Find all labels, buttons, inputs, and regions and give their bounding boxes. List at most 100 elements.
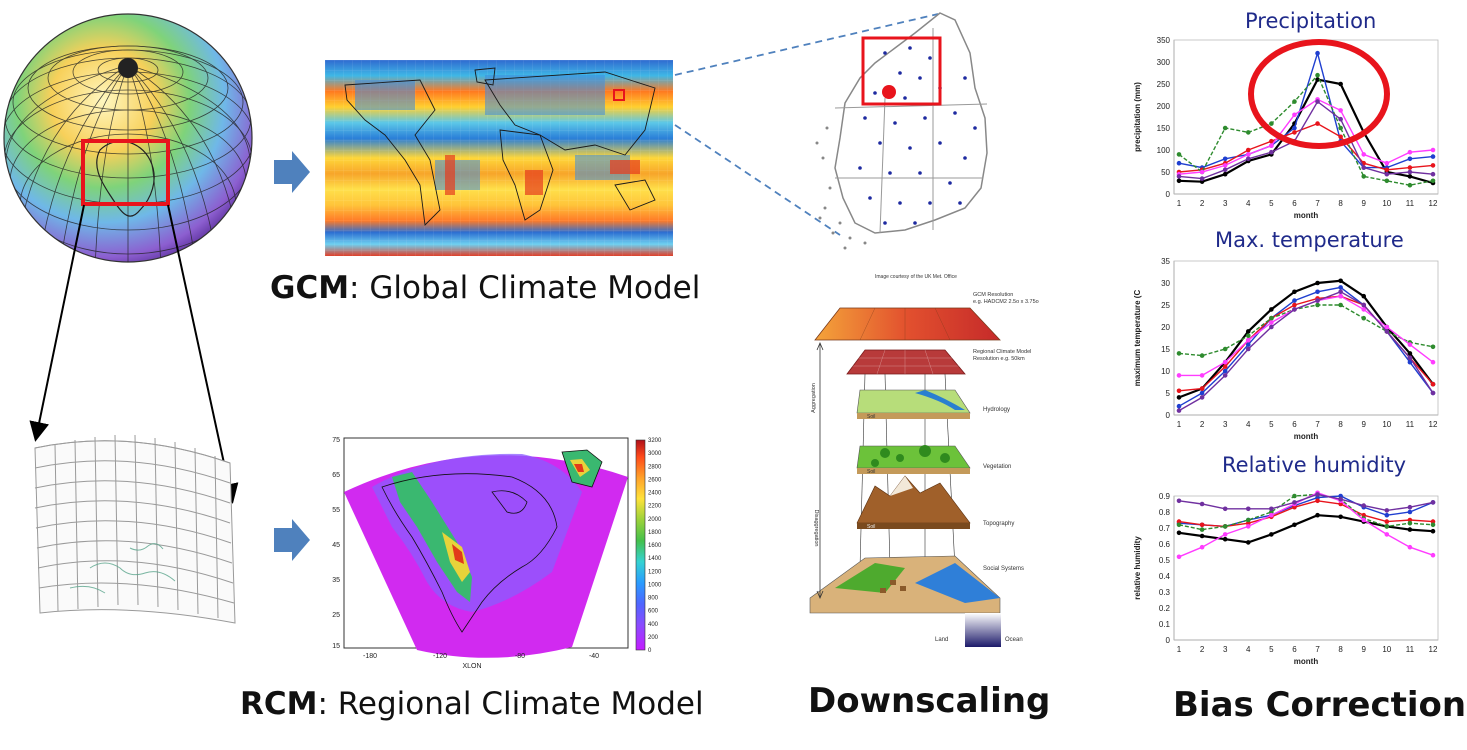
- downscaling-layers-diagram: Image courtesy of the UK Met. Office GCM…: [809, 274, 1039, 647]
- series-line: [1178, 495, 1434, 528]
- data-point: [1222, 163, 1228, 168]
- data-point: [1222, 346, 1228, 352]
- data-point: [1245, 130, 1251, 135]
- data-point: [1176, 373, 1182, 378]
- data-point: [1384, 324, 1390, 330]
- rcm-y-tick: 45: [332, 542, 340, 549]
- ocean-label: Ocean: [1005, 637, 1023, 643]
- data-point: [1176, 160, 1182, 166]
- data-point: [1245, 152, 1251, 157]
- data-point: [1430, 154, 1436, 159]
- data-point: [1407, 359, 1413, 365]
- data-point: [1361, 517, 1367, 523]
- x-tick-label: 8: [1338, 420, 1343, 429]
- data-point: [1222, 171, 1228, 177]
- data-point: [1176, 403, 1182, 409]
- social-systems-label: Social Systems: [983, 566, 1024, 572]
- data-point: [1176, 395, 1182, 400]
- series-line: [1178, 493, 1434, 512]
- y-tick-label: 200: [1157, 102, 1171, 111]
- data-point: [1176, 498, 1182, 504]
- vegetation-label: Vegetation: [983, 464, 1011, 470]
- y-axis-label: precipitation (mm): [1133, 82, 1142, 152]
- precip-peak-highlight-ellipse: [1248, 39, 1390, 149]
- y-tick-label: 0.2: [1159, 604, 1171, 613]
- colorbar-tick: 1200: [648, 569, 662, 575]
- data-point: [1222, 536, 1228, 542]
- data-point: [1384, 532, 1390, 537]
- y-tick-label: 25: [1161, 301, 1170, 310]
- rcm-x-tick: -40: [589, 653, 599, 660]
- data-point: [1407, 149, 1413, 155]
- data-point: [1292, 302, 1297, 308]
- y-tick-label: 150: [1157, 124, 1171, 133]
- data-point: [1222, 167, 1228, 173]
- data-point: [1176, 388, 1182, 394]
- bias-correction-caption: Bias Correction: [1173, 685, 1467, 725]
- data-point: [1222, 364, 1228, 369]
- colorbar-tick: 2600: [648, 477, 662, 483]
- zoom-dashed-lines: [674, 13, 939, 236]
- x-tick-label: 5: [1269, 645, 1274, 654]
- y-tick-label: 20: [1161, 323, 1170, 332]
- data-point: [1176, 408, 1182, 413]
- data-point: [1338, 285, 1343, 290]
- data-point: [1407, 351, 1413, 356]
- data-point: [1245, 520, 1251, 526]
- rcm-caption: RCM: Regional Climate Model: [240, 686, 704, 722]
- data-point: [1269, 138, 1274, 144]
- data-point: [1292, 112, 1297, 118]
- x-axis-label: month: [1294, 211, 1319, 220]
- colorbar-tick: 800: [648, 596, 659, 602]
- colorbar-tick: 1400: [648, 556, 662, 562]
- data-point: [1407, 156, 1413, 162]
- data-point: [1384, 524, 1390, 529]
- topography-label: Topography: [983, 521, 1014, 527]
- soil-label: Soil: [867, 414, 875, 420]
- data-point: [1269, 307, 1274, 312]
- data-point: [1430, 344, 1436, 350]
- data-point: [1222, 368, 1228, 374]
- x-tick-label: 11: [1406, 645, 1415, 654]
- data-point: [1338, 289, 1343, 295]
- topography-layer: [856, 475, 971, 524]
- data-point: [1407, 544, 1413, 550]
- series-line: [1178, 492, 1434, 558]
- y-tick-label: 15: [1161, 345, 1170, 354]
- data-point: [1407, 355, 1413, 361]
- data-point: [1292, 125, 1297, 131]
- y-tick-label: 0: [1166, 190, 1171, 199]
- y-tick-label: 35: [1161, 257, 1170, 266]
- colorbar-tick: 2000: [648, 517, 662, 523]
- colorbar-tick: 1600: [648, 543, 662, 549]
- data-point: [1407, 504, 1413, 510]
- continent-outline: [96, 140, 155, 217]
- data-point: [1199, 395, 1205, 400]
- series-line: [1178, 514, 1434, 544]
- series-line: [1178, 122, 1434, 173]
- diagram-credit: Image courtesy of the UK Met. Office: [875, 274, 957, 280]
- colorbar-tick: 3200: [648, 438, 662, 444]
- data-point: [1245, 517, 1251, 523]
- rcm-y-tick: 65: [332, 472, 340, 479]
- rcm-y-tick: 25: [332, 612, 340, 619]
- x-tick-label: 12: [1429, 420, 1438, 429]
- data-point: [1176, 522, 1182, 528]
- data-point: [1407, 342, 1413, 347]
- colorbar-tick: 1800: [648, 530, 662, 536]
- data-point: [1315, 289, 1320, 295]
- data-point: [1292, 307, 1297, 312]
- data-point: [1245, 342, 1251, 347]
- data-point: [1269, 509, 1274, 515]
- y-tick-label: 0.5: [1159, 556, 1171, 565]
- data-point: [1245, 147, 1251, 153]
- colorbar-tick: 200: [648, 635, 659, 641]
- y-axis-label: relative humidity: [1133, 536, 1142, 600]
- korea-station-map: [815, 12, 988, 250]
- x-tick-label: 7: [1315, 420, 1320, 429]
- data-point: [1430, 522, 1436, 528]
- data-point: [1315, 72, 1320, 78]
- data-point: [1315, 498, 1320, 504]
- x-tick-label: 10: [1382, 420, 1391, 429]
- globe-pole: [118, 58, 138, 78]
